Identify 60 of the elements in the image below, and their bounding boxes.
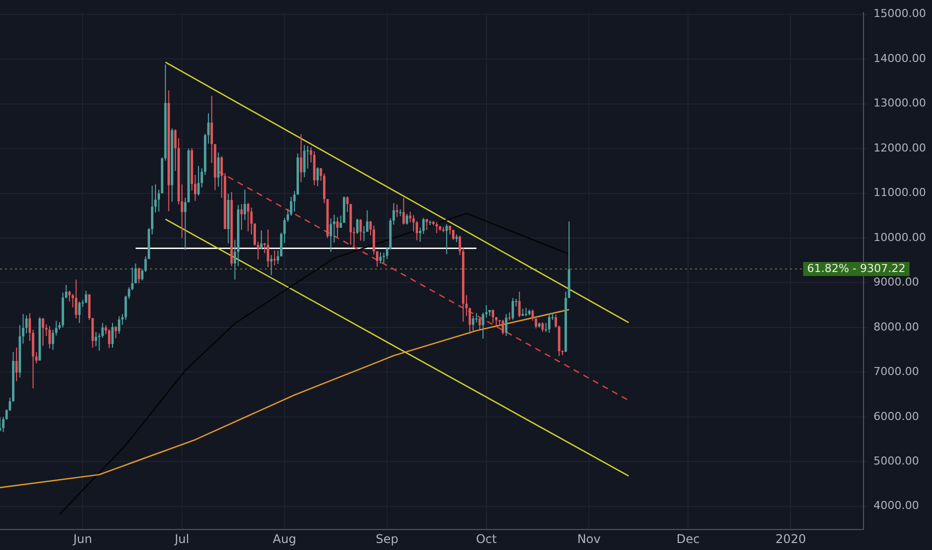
candlestick	[436, 221, 438, 234]
y-tick-label: 7000.00	[874, 365, 920, 378]
candlestick	[531, 309, 534, 322]
y-tick-label: 12000.00	[874, 141, 926, 154]
candlestick	[94, 331, 98, 347]
candlestick	[316, 166, 319, 187]
y-tick-label: 14000.00	[874, 52, 926, 65]
candlestick	[74, 279, 78, 320]
candlestick	[270, 254, 272, 276]
candlestick	[445, 224, 448, 255]
x-tick-label: Sep	[376, 532, 398, 546]
candlestick	[402, 197, 405, 226]
candlestick	[78, 301, 81, 324]
candlestick	[478, 317, 481, 330]
y-tick-label: 13000.00	[874, 96, 926, 110]
candlestick	[91, 318, 94, 348]
x-tick-label: Dec	[676, 532, 700, 546]
candlestick	[518, 291, 521, 318]
candlestick	[472, 315, 474, 332]
candlestick	[548, 314, 550, 334]
candlestick	[502, 319, 504, 336]
x-tick-label: Jul	[174, 532, 190, 546]
candlestick	[362, 225, 366, 242]
candlestick	[541, 322, 544, 332]
candlestick	[260, 230, 263, 250]
candlestick	[273, 250, 276, 266]
candlestick	[114, 326, 117, 339]
candlestick	[406, 213, 408, 226]
candlestick	[512, 297, 514, 320]
candlestick	[246, 202, 250, 232]
y-tick-label: 5000.00	[874, 454, 920, 468]
x-tick-label: Nov	[577, 532, 601, 546]
candlestick	[359, 218, 362, 242]
x-tick-label: Jun	[72, 532, 92, 546]
candlestick	[505, 314, 508, 336]
candlestick	[300, 134, 302, 183]
y-tick-label: 9000.00	[874, 276, 920, 289]
candlestick	[220, 156, 223, 198]
annotation: 61.82% - 9307.22	[807, 262, 906, 275]
candlestick	[217, 152, 220, 188]
x-tick-label: Aug	[272, 532, 296, 546]
candlestick	[244, 189, 246, 221]
candlestick	[330, 218, 332, 252]
x-tick-label: 2020	[775, 532, 806, 546]
y-tick-label: 6000.00	[874, 410, 920, 423]
y-tick-label: 8000.00	[874, 320, 920, 334]
candlestick	[68, 290, 71, 302]
y-tick-label: 11000.00	[874, 186, 926, 200]
x-tick-label: Oct	[476, 532, 498, 546]
candlestick	[108, 328, 110, 349]
candlestick	[303, 144, 306, 178]
y-tick-label: 15000.00	[874, 7, 926, 20]
candlestick	[48, 326, 51, 349]
y-tick-label: 4000.00	[874, 499, 920, 512]
candlestick	[356, 218, 359, 234]
candlestick	[475, 312, 478, 324]
candlestick	[118, 316, 120, 334]
candlestick	[210, 95, 213, 164]
y-tick-label: 10000.00	[874, 230, 926, 244]
candlestick	[452, 229, 454, 240]
